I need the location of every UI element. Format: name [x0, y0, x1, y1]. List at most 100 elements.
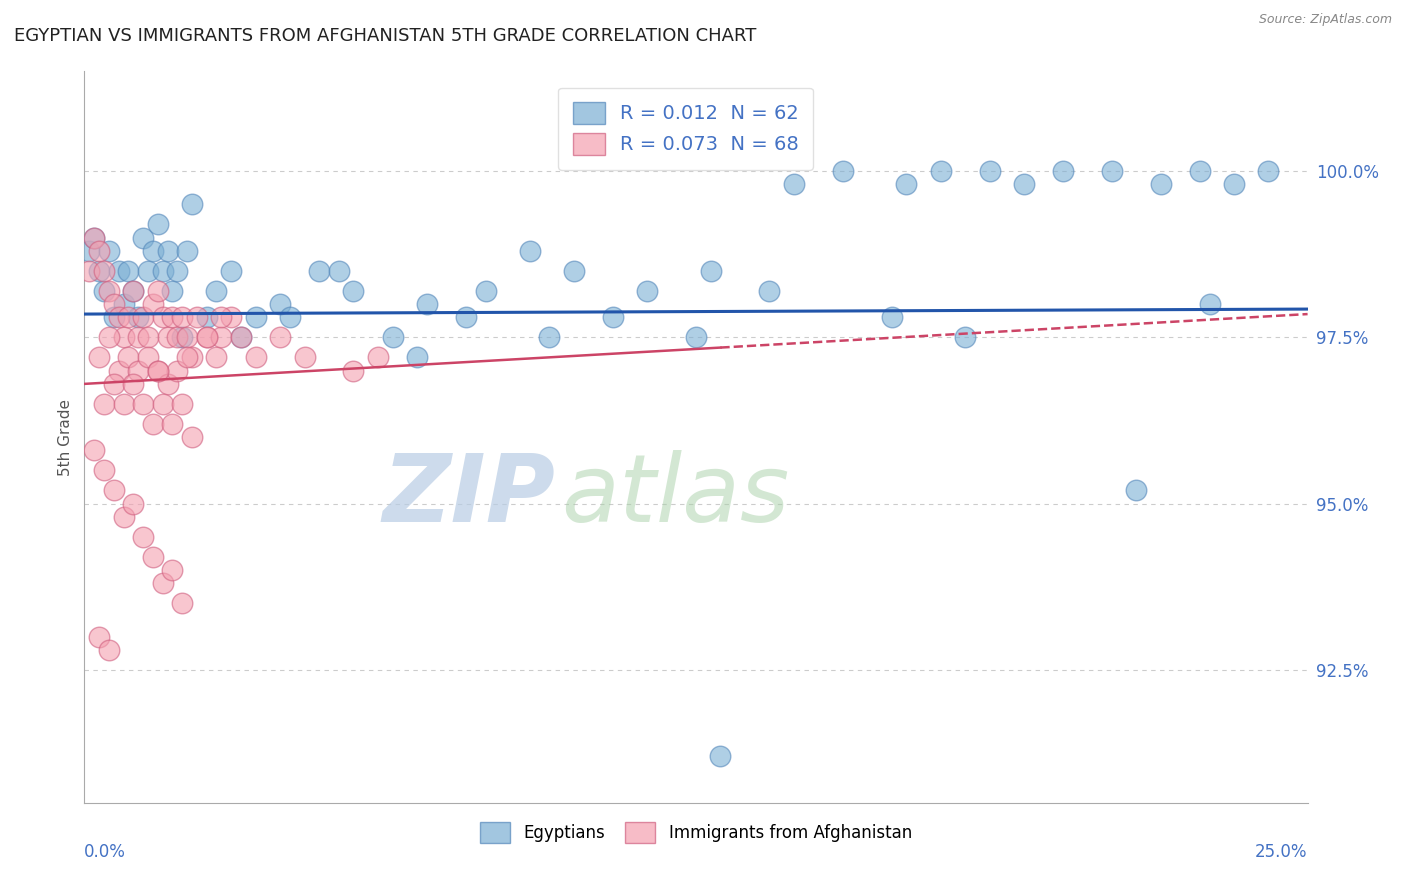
Point [1257, 164, 1279, 178]
Point [107, 310, 129, 325]
Point [1012, 178, 1035, 192]
Point [245, 310, 267, 325]
Point [709, 749, 731, 764]
Point [146, 363, 169, 377]
Point [162, 310, 184, 325]
Point [176, 244, 198, 258]
Point [83, 230, 105, 244]
Point [142, 297, 165, 311]
Point [146, 217, 169, 231]
Point [122, 376, 145, 391]
Point [219, 310, 242, 325]
Point [269, 297, 291, 311]
Point [602, 310, 624, 325]
Point [474, 284, 496, 298]
Point [107, 264, 129, 278]
Point [186, 310, 208, 325]
Point [929, 164, 952, 178]
Point [127, 363, 149, 377]
Point [112, 509, 135, 524]
Point [229, 330, 252, 344]
Point [77, 264, 100, 278]
Point [367, 351, 389, 365]
Point [699, 264, 721, 278]
Point [152, 576, 174, 591]
Point [112, 397, 135, 411]
Point [93, 397, 115, 411]
Point [1101, 164, 1123, 178]
Point [278, 310, 301, 325]
Point [83, 443, 105, 458]
Point [195, 330, 218, 344]
Point [245, 351, 267, 365]
Point [142, 244, 165, 258]
Point [162, 284, 184, 298]
Point [132, 397, 155, 411]
Point [132, 530, 155, 544]
Point [166, 264, 188, 278]
Point [146, 363, 169, 377]
Point [205, 351, 228, 365]
Point [416, 297, 439, 311]
Point [519, 244, 541, 258]
Point [162, 417, 184, 431]
Point [454, 310, 477, 325]
Point [122, 284, 145, 298]
Point [112, 330, 135, 344]
Point [117, 310, 139, 325]
Point [103, 376, 125, 391]
Point [979, 164, 1001, 178]
Point [176, 351, 198, 365]
Point [176, 330, 198, 344]
Point [156, 376, 179, 391]
Point [122, 497, 145, 511]
Point [294, 351, 316, 365]
Point [156, 330, 179, 344]
Point [209, 310, 232, 325]
Point [758, 284, 780, 298]
Point [152, 310, 174, 325]
Point [117, 351, 139, 365]
Point [156, 244, 179, 258]
Point [77, 244, 100, 258]
Point [172, 397, 194, 411]
Point [132, 230, 155, 244]
Text: ZIP: ZIP [382, 450, 555, 541]
Point [328, 264, 350, 278]
Point [152, 397, 174, 411]
Point [87, 264, 110, 278]
Point [132, 310, 155, 325]
Point [406, 351, 429, 365]
Point [166, 363, 188, 377]
Point [142, 417, 165, 431]
Point [181, 430, 204, 444]
Point [1188, 164, 1211, 178]
Point [1125, 483, 1147, 498]
Point [685, 330, 707, 344]
Text: EGYPTIAN VS IMMIGRANTS FROM AFGHANISTAN 5TH GRADE CORRELATION CHART: EGYPTIAN VS IMMIGRANTS FROM AFGHANISTAN … [14, 27, 756, 45]
Point [195, 330, 218, 344]
Point [97, 244, 120, 258]
Point [195, 310, 218, 325]
Point [127, 330, 149, 344]
Point [107, 363, 129, 377]
Point [127, 310, 149, 325]
Point [103, 483, 125, 498]
Point [136, 330, 159, 344]
Point [538, 330, 561, 344]
Point [117, 264, 139, 278]
Point [342, 363, 364, 377]
Point [953, 330, 976, 344]
Point [172, 330, 194, 344]
Point [896, 178, 918, 192]
Point [152, 264, 174, 278]
Point [162, 563, 184, 577]
Point [636, 284, 658, 298]
Point [83, 230, 105, 244]
Point [209, 330, 232, 344]
Point [103, 297, 125, 311]
Point [1052, 164, 1074, 178]
Legend: Egyptians, Immigrants from Afghanistan: Egyptians, Immigrants from Afghanistan [474, 815, 918, 849]
Text: Source: ZipAtlas.com: Source: ZipAtlas.com [1258, 13, 1392, 27]
Point [172, 310, 194, 325]
